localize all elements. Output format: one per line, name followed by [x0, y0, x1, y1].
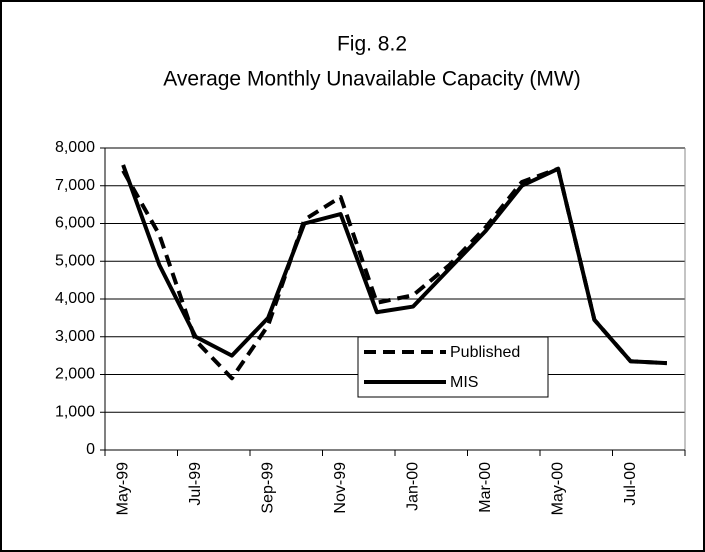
x-tick-label: Mar-00	[477, 462, 494, 513]
y-tick-label: 5,000	[55, 252, 95, 269]
y-tick-label: 3,000	[55, 328, 95, 345]
x-tick-label: May-00	[549, 462, 566, 515]
y-tick-label: 1,000	[55, 403, 95, 420]
x-tick-label: Jul-99	[187, 462, 204, 506]
x-tick-label: Jan-00	[404, 462, 421, 511]
legend-label: Published	[450, 344, 520, 361]
y-tick-label: 0	[86, 441, 95, 458]
legend-label: MIS	[450, 374, 478, 391]
y-tick-label: 4,000	[55, 290, 95, 307]
chart-title: Fig. 8.2	[337, 33, 407, 56]
y-tick-label: 7,000	[55, 177, 95, 194]
x-tick-label: Sep-99	[259, 462, 276, 514]
y-tick-label: 6,000	[55, 215, 95, 232]
x-tick-label: May-99	[114, 462, 131, 515]
x-tick-label: Nov-99	[332, 462, 349, 514]
y-tick-label: 2,000	[55, 366, 95, 383]
legend-box	[357, 336, 549, 398]
x-tick-label: Jul-00	[622, 462, 639, 506]
series-line	[121, 164, 667, 366]
chart-subtitle: Average Monthly Unavailable Capacity (MW…	[163, 68, 580, 91]
y-tick-label: 8,000	[55, 139, 95, 156]
